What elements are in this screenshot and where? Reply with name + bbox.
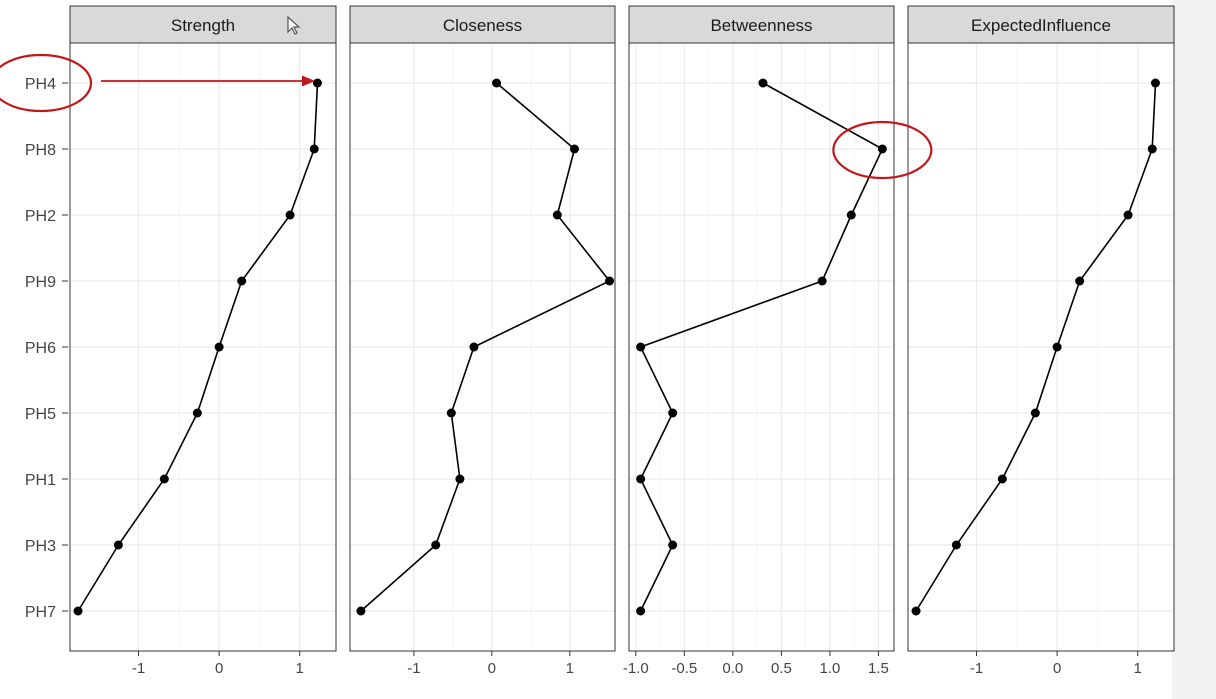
data-point bbox=[192, 408, 202, 418]
data-point bbox=[569, 144, 579, 154]
data-point bbox=[1123, 210, 1133, 220]
y-tick-label: PH3 bbox=[25, 538, 56, 555]
panel-border bbox=[69, 42, 337, 652]
data-point bbox=[951, 540, 961, 550]
panel-border bbox=[628, 42, 895, 652]
data-point bbox=[817, 276, 827, 286]
data-point bbox=[1147, 144, 1157, 154]
data-point bbox=[214, 342, 224, 352]
data-point bbox=[605, 276, 615, 286]
data-point bbox=[237, 276, 247, 286]
y-tick-label: PH1 bbox=[25, 472, 56, 489]
data-point bbox=[636, 474, 646, 484]
data-point bbox=[309, 144, 319, 154]
data-point bbox=[469, 342, 479, 352]
x-tick-label: 1 bbox=[1134, 660, 1142, 677]
data-point bbox=[1052, 342, 1062, 352]
x-tick-label: -0.5 bbox=[671, 660, 697, 677]
y-tick-label: PH6 bbox=[25, 340, 56, 357]
data-point bbox=[159, 474, 169, 484]
x-tick-label: 1 bbox=[566, 660, 574, 677]
x-tick-label: 0.0 bbox=[722, 660, 743, 677]
facet-strip bbox=[628, 5, 895, 44]
y-tick-label: PH4 bbox=[25, 76, 56, 93]
annotation-ellipse-betweenness bbox=[832, 120, 933, 180]
facet-strip bbox=[349, 5, 616, 44]
x-tick-label: -1.0 bbox=[623, 660, 649, 677]
annotation-ellipse-ph4 bbox=[0, 53, 93, 113]
data-point bbox=[312, 78, 322, 88]
data-point bbox=[285, 210, 295, 220]
x-tick-label: -1 bbox=[407, 660, 420, 677]
x-tick-label: 0.5 bbox=[771, 660, 792, 677]
data-point bbox=[356, 606, 366, 616]
data-point bbox=[1075, 276, 1085, 286]
y-tick-label: PH7 bbox=[25, 604, 56, 621]
x-tick-label: 1.5 bbox=[868, 660, 889, 677]
facet-title: Closeness bbox=[443, 16, 522, 35]
x-tick-label: 0 bbox=[488, 660, 496, 677]
data-point bbox=[911, 606, 921, 616]
data-point bbox=[636, 606, 646, 616]
data-point bbox=[492, 78, 502, 88]
facet-betweenness: Betweenness -1.0 -0.5 0.0 0.5 1.0 1.5 bbox=[623, 5, 895, 677]
data-point bbox=[455, 474, 465, 484]
facet-title: Strength bbox=[171, 16, 235, 35]
y-tick-label: PH8 bbox=[25, 142, 56, 159]
facet-title: Betweenness bbox=[710, 16, 812, 35]
data-point bbox=[431, 540, 441, 550]
x-tick-label: 0 bbox=[1053, 660, 1061, 677]
data-point bbox=[668, 408, 678, 418]
data-point bbox=[668, 540, 678, 550]
data-point bbox=[113, 540, 123, 550]
facet-strip bbox=[907, 5, 1175, 44]
data-point bbox=[552, 210, 562, 220]
facet-title: ExpectedInfluence bbox=[971, 16, 1111, 35]
facet-closeness: Closeness -1 0 1 bbox=[349, 5, 616, 677]
data-point bbox=[446, 408, 456, 418]
data-point bbox=[73, 606, 83, 616]
annotation-arrowhead bbox=[302, 75, 315, 87]
x-tick-label: 1 bbox=[296, 660, 304, 677]
facet-strength: Strength -1 0 1 bbox=[69, 5, 337, 677]
x-tick-label: 1.0 bbox=[820, 660, 841, 677]
window-edge bbox=[1172, 0, 1216, 699]
facet-expectedinfluence: ExpectedInfluence -1 0 1 bbox=[907, 5, 1175, 677]
data-point bbox=[877, 144, 887, 154]
panel-border bbox=[907, 42, 1175, 652]
y-tick-label: PH2 bbox=[25, 208, 56, 225]
y-tick-label: PH5 bbox=[25, 406, 56, 423]
data-point bbox=[1150, 78, 1160, 88]
y-tick-label: PH9 bbox=[25, 274, 56, 291]
data-point bbox=[636, 342, 646, 352]
data-point bbox=[997, 474, 1007, 484]
data-point bbox=[758, 78, 768, 88]
panel-border bbox=[349, 42, 616, 652]
x-tick-label: -1 bbox=[970, 660, 983, 677]
mouse-cursor-icon bbox=[287, 16, 301, 35]
x-tick-label: -1 bbox=[132, 660, 145, 677]
x-tick-label: 0 bbox=[215, 660, 223, 677]
data-point bbox=[1030, 408, 1040, 418]
data-point bbox=[846, 210, 856, 220]
